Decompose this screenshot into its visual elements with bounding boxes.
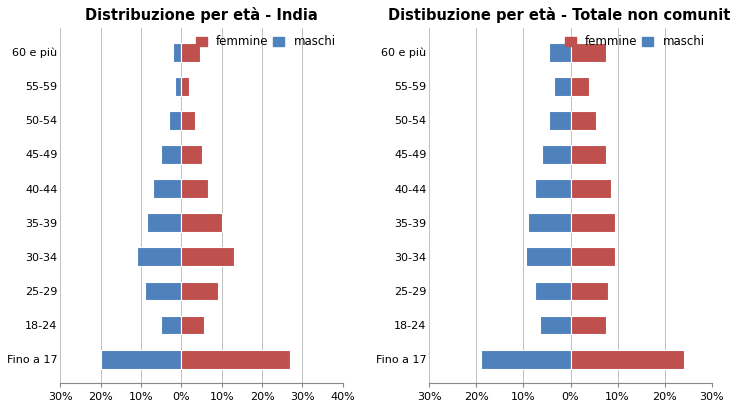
Bar	[535, 179, 571, 198]
Bar	[571, 111, 596, 130]
Bar	[571, 145, 606, 164]
Bar	[162, 316, 181, 335]
Bar	[554, 77, 571, 96]
Bar	[181, 281, 218, 300]
Bar	[571, 281, 608, 300]
Legend: femmine, maschi: femmine, maschi	[561, 31, 709, 53]
Bar	[181, 77, 189, 96]
Bar	[529, 213, 571, 232]
Bar	[571, 213, 616, 232]
Bar	[571, 316, 606, 335]
Bar	[571, 247, 616, 266]
Bar	[526, 247, 571, 266]
Bar	[550, 111, 571, 130]
Bar	[170, 111, 181, 130]
Bar	[571, 77, 589, 96]
Bar	[145, 281, 181, 300]
Bar	[137, 247, 181, 266]
Bar	[571, 350, 683, 369]
Bar	[181, 247, 234, 266]
Bar	[542, 145, 571, 164]
Bar	[535, 281, 571, 300]
Bar	[181, 145, 202, 164]
Bar	[181, 179, 208, 198]
Bar	[181, 213, 221, 232]
Bar	[481, 350, 571, 369]
Bar	[173, 43, 181, 61]
Bar	[540, 316, 571, 335]
Bar	[550, 43, 571, 61]
Bar	[175, 77, 181, 96]
Bar	[181, 350, 290, 369]
Bar	[571, 179, 610, 198]
Legend: femmine, maschi: femmine, maschi	[192, 31, 341, 53]
Title: Distribuzione per età - India: Distribuzione per età - India	[86, 7, 318, 23]
Bar	[181, 111, 195, 130]
Bar	[153, 179, 181, 198]
Bar	[101, 350, 181, 369]
Bar	[181, 43, 200, 61]
Bar	[147, 213, 181, 232]
Title: Distibuzione per età - Totale non comunitari: Distibuzione per età - Totale non comuni…	[388, 7, 731, 23]
Bar	[162, 145, 181, 164]
Bar	[571, 43, 606, 61]
Bar	[181, 316, 203, 335]
